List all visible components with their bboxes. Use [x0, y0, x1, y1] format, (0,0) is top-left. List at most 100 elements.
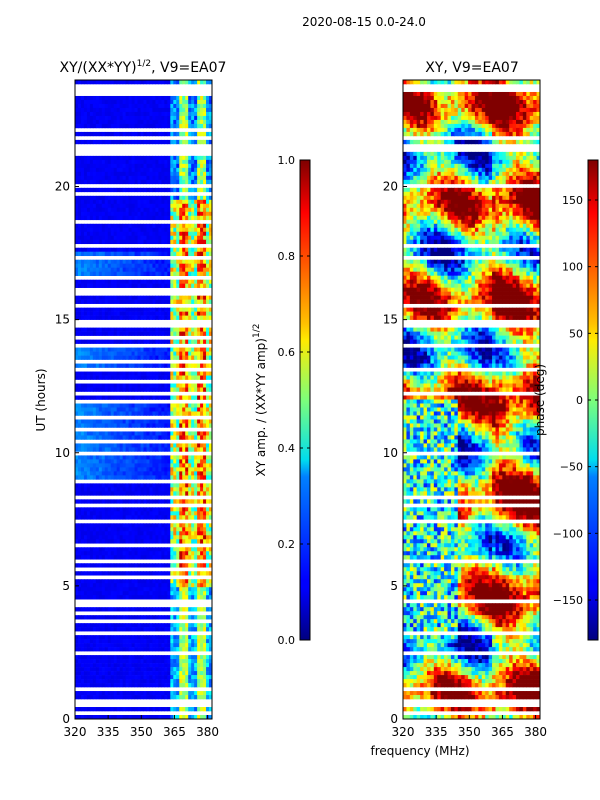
left-heatmap-cell — [75, 167, 79, 173]
left-heatmap-cell — [83, 115, 88, 121]
left-heatmap-cell — [146, 403, 150, 408]
left-heatmap-cell — [89, 139, 94, 145]
left-heatmap-cell — [185, 639, 189, 644]
left-heatmap-cell — [134, 371, 139, 376]
left-heatmap-cell — [80, 675, 85, 680]
left-heatmap-cell — [77, 555, 82, 560]
left-heatmap-cell — [104, 583, 109, 588]
left-heatmap-cell — [194, 431, 198, 436]
left-heatmap-cell — [185, 587, 189, 592]
left-heatmap-cell — [134, 555, 139, 560]
left-heatmap-cell — [101, 563, 106, 568]
left-heatmap-cell — [182, 123, 186, 129]
left-heatmap-cell — [131, 547, 136, 552]
left-heatmap-cell — [197, 123, 201, 129]
left-heatmap-cell — [173, 639, 177, 644]
left-heatmap-cell — [125, 403, 130, 408]
left-heatmap-cell — [86, 615, 91, 620]
left-heatmap-cell — [161, 587, 165, 592]
left-heatmap-cell — [116, 111, 121, 117]
left-heatmap-cell — [161, 371, 165, 376]
left-heatmap-cell — [75, 499, 79, 504]
left-heatmap-cell — [128, 623, 133, 628]
left-heatmap-cell — [95, 555, 100, 560]
left-heatmap-cell — [83, 271, 88, 276]
left-heatmap-cell — [161, 203, 165, 209]
left-heatmap-cell — [140, 251, 144, 257]
left-heatmap-cell — [194, 643, 198, 648]
left-heatmap-cell — [140, 231, 144, 237]
left-heatmap-cell — [131, 675, 136, 680]
left-heatmap-cell — [197, 627, 201, 632]
left-heatmap-cell — [77, 431, 82, 436]
left-heatmap-cell — [125, 95, 130, 101]
left-heatmap-cell — [122, 659, 127, 664]
left-heatmap-cell — [143, 551, 147, 556]
left-heatmap-cell — [161, 123, 165, 129]
left-heatmap-cell — [209, 583, 212, 588]
left-heatmap-cell — [203, 635, 207, 640]
left-heatmap-cell — [188, 95, 192, 101]
left-heatmap-cell — [161, 435, 165, 440]
left-heatmap-cell — [143, 587, 147, 592]
left-heatmap-cell — [83, 187, 88, 193]
left-heatmap-cell — [116, 199, 121, 205]
left-heatmap-cell — [194, 535, 198, 540]
left-heatmap-cell — [95, 507, 100, 512]
left-heatmap-cell — [203, 531, 207, 536]
left-heatmap-cell — [167, 327, 171, 332]
left-heatmap-cell — [161, 447, 165, 452]
left-heatmap-cell — [209, 347, 212, 352]
left-heatmap-cell — [110, 655, 115, 660]
left-heatmap-cell — [194, 231, 198, 237]
left-heatmap-cell — [188, 447, 192, 452]
left-heatmap-cell — [203, 563, 207, 568]
left-heatmap-cell — [194, 419, 198, 424]
left-heatmap-cell — [98, 211, 103, 217]
left-heatmap-cell — [155, 167, 159, 173]
left-heatmap-cell — [179, 583, 183, 588]
left-heatmap-cell — [89, 663, 94, 668]
left-heatmap-cell — [98, 423, 103, 428]
left-heatmap-cell — [116, 239, 121, 245]
left-heatmap-cell — [122, 187, 127, 193]
left-heatmap-cell — [146, 547, 150, 552]
left-heatmap-cell — [116, 267, 121, 272]
left-heatmap-cell — [110, 299, 115, 304]
left-heatmap-cell — [107, 403, 112, 408]
left-heatmap-cell — [188, 471, 192, 476]
left-heatmap-cell — [110, 551, 115, 556]
left-heatmap-cell — [116, 327, 121, 332]
left-heatmap-cell — [200, 347, 204, 352]
left-heatmap-cell — [77, 131, 82, 137]
left-heatmap-cell — [131, 80, 136, 85]
left-heatmap-cell — [83, 207, 88, 213]
left-heatmap-cell — [86, 551, 91, 556]
left-heatmap-cell — [107, 139, 112, 145]
left-heatmap-cell — [170, 667, 174, 672]
left-heatmap-cell — [155, 307, 159, 312]
left-heatmap-cell — [155, 471, 159, 476]
left-heatmap-cell — [98, 395, 103, 400]
left-heatmap-cell — [194, 591, 198, 596]
left-heatmap-cell — [119, 131, 124, 137]
left-heatmap-cell — [119, 80, 124, 85]
left-heatmap-cell — [119, 247, 124, 253]
left-heatmap-cell — [197, 355, 201, 360]
left-heatmap-cell — [173, 447, 177, 452]
left-heatmap-cell — [179, 395, 183, 400]
left-heatmap-cell — [119, 459, 124, 464]
left-heatmap-cell — [95, 467, 100, 472]
left-heatmap-cell — [203, 111, 207, 117]
left-heatmap-cell — [209, 371, 212, 376]
left-heatmap-cell — [173, 299, 177, 304]
left-heatmap-cell — [170, 259, 174, 265]
left-heatmap-cell — [185, 659, 189, 664]
left-heatmap-cell — [134, 683, 139, 688]
left-heatmap-cell — [80, 587, 85, 592]
left-heatmap-cell — [113, 371, 118, 376]
left-heatmap-cell — [179, 491, 183, 496]
left-heatmap-cell — [107, 467, 112, 472]
left-heatmap-cell — [134, 639, 139, 644]
left-heatmap-cell — [140, 647, 144, 652]
